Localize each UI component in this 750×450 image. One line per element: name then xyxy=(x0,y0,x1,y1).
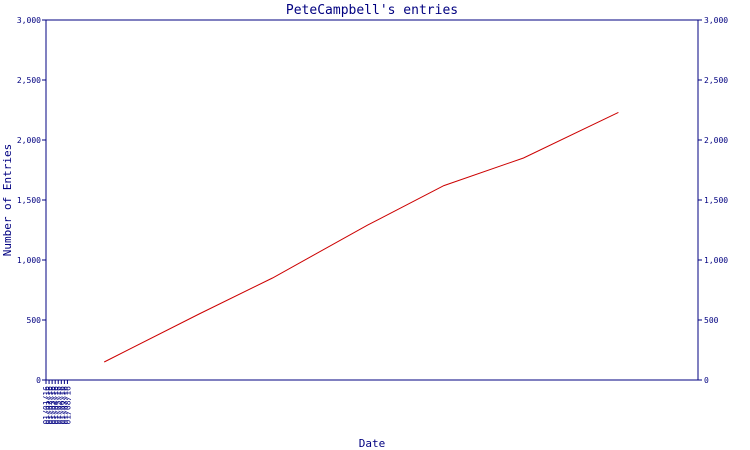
y-axis-left: 0 500 1,000 1,500 2,000 2,500 3,000 xyxy=(17,16,46,385)
series-line xyxy=(103,111,619,363)
chart-title: PeteCampbell's entries xyxy=(286,3,458,18)
x-axis: 01/01/1601/02/1601/03/1601/04/1601/05/16… xyxy=(42,380,72,425)
y-tick-label-right: 3,000 xyxy=(704,16,728,25)
y-tick-label-right: 0 xyxy=(704,376,709,385)
y-tick-label-left: 1,500 xyxy=(17,196,41,205)
y-tick-label-right: 2,500 xyxy=(704,76,728,85)
series-layer xyxy=(103,111,619,363)
y-tick-label-right: 2,000 xyxy=(704,136,728,145)
y-tick-label-right: 1,000 xyxy=(704,256,728,265)
y-tick-label-left: 500 xyxy=(27,316,42,325)
plot-area-frame xyxy=(45,19,699,381)
y-tick-label-right: 500 xyxy=(704,316,719,325)
y-tick-label-left: 2,000 xyxy=(17,136,41,145)
x-axis-title: Date xyxy=(359,437,386,450)
y-tick-label-left: 3,000 xyxy=(17,16,41,25)
x-tick-label: 01/06/16 xyxy=(57,386,66,425)
y-tick-label-left: 1,000 xyxy=(17,256,41,265)
y-tick-label-left: 0 xyxy=(36,376,41,385)
x-tick-label: 01/02/16 xyxy=(45,386,54,425)
x-tick-label: 01/07/16 xyxy=(60,386,69,425)
y-axis-right: 0 500 1,000 1,500 2,000 2,500 3,000 xyxy=(698,16,728,385)
y-axis-title: Number of Entries xyxy=(1,144,14,257)
y-tick-label-left: 2,500 xyxy=(17,76,41,85)
x-tick-label: 01/08/16 xyxy=(63,386,72,425)
x-tick-label: 01/01/16 xyxy=(42,386,51,425)
x-tick-label: 01/05/16 xyxy=(54,386,63,425)
x-tick-label: 01/03/16 xyxy=(48,386,57,425)
x-tick-label: 01/04/16 xyxy=(51,386,60,425)
y-tick-label-right: 1,500 xyxy=(704,196,728,205)
